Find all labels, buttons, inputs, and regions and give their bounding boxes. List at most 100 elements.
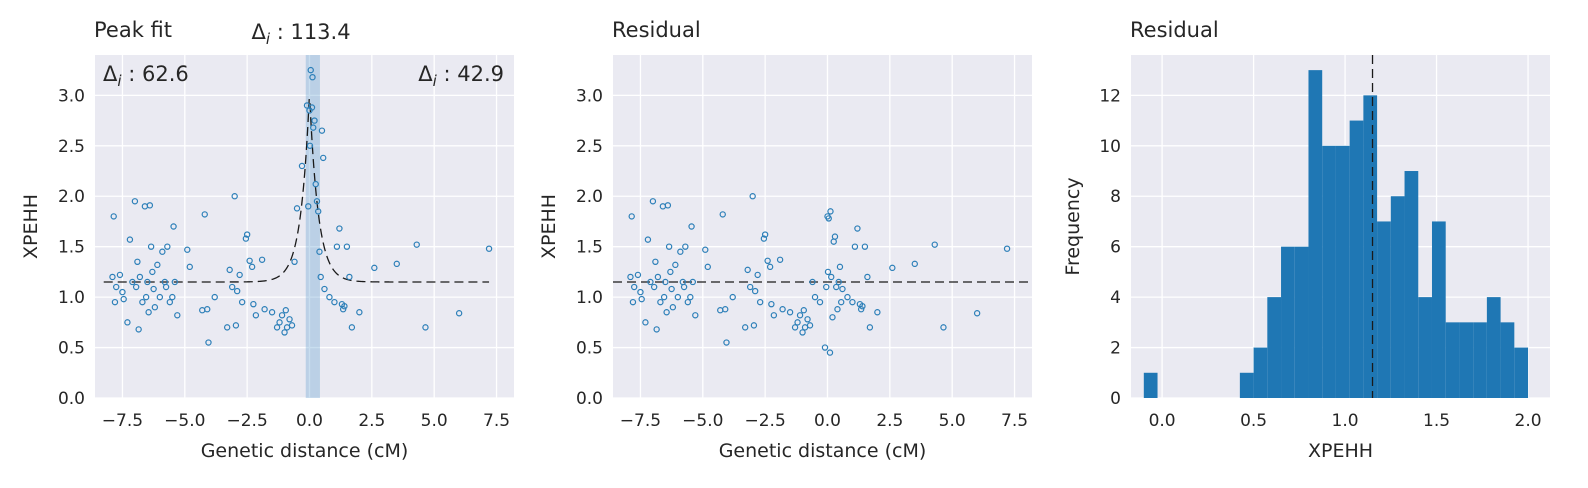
data-point — [630, 283, 638, 291]
y-tick-label: 0.0 — [58, 389, 85, 409]
data-point — [628, 213, 635, 220]
histogram-bar — [1363, 95, 1378, 398]
data-point — [258, 256, 266, 263]
data-point — [677, 248, 684, 255]
data-point — [722, 306, 729, 313]
data-point — [825, 215, 832, 222]
data-point — [243, 231, 251, 238]
data-point — [838, 298, 845, 306]
data-point — [663, 309, 670, 316]
y-axis-label: XPEHH — [20, 194, 42, 259]
x-tick-label: 1.5 — [1423, 411, 1450, 431]
histogram-bar — [1486, 297, 1501, 398]
data-point — [142, 293, 150, 301]
data-point — [854, 225, 861, 232]
data-point — [261, 306, 268, 313]
data-point — [844, 293, 851, 301]
data-point — [306, 142, 314, 149]
data-point — [652, 258, 659, 266]
data-point — [638, 295, 645, 303]
data-point — [233, 287, 241, 295]
plot-area — [95, 55, 514, 398]
y-tick-label: 0.0 — [576, 389, 603, 409]
data-point — [931, 241, 938, 248]
x-tick-label: −7.5 — [102, 411, 143, 431]
data-point — [804, 316, 811, 323]
data-point — [836, 263, 844, 271]
data-point — [826, 349, 834, 356]
x-tick-label: 2.0 — [1515, 411, 1542, 431]
data-point — [654, 273, 662, 281]
y-tick-label: 2.5 — [576, 137, 603, 157]
data-point — [629, 298, 637, 306]
panel-1: −7.5 −5.0 −2.5 0.0 2.5 5.0 7.5 0.0 0.5 1.0 1.5 2.0 2… — [20, 18, 514, 462]
data-point — [684, 298, 692, 306]
histogram-bar — [1239, 372, 1254, 398]
delta-symbol: Δ — [103, 62, 118, 86]
delta-value: : 62.6 — [122, 62, 189, 86]
data-point — [637, 288, 644, 296]
data-point — [756, 298, 764, 306]
data-point — [831, 233, 839, 240]
delta-value: : 42.9 — [437, 62, 504, 86]
data-point — [413, 241, 420, 248]
histogram-bar — [1445, 322, 1460, 398]
data-point — [139, 298, 146, 306]
data-point — [719, 211, 726, 218]
histogram-bar — [1322, 145, 1336, 398]
data-point — [861, 243, 869, 250]
y-tick-label: 1.5 — [576, 238, 603, 258]
data-point — [311, 117, 318, 124]
data-point — [835, 278, 842, 286]
data-point — [211, 293, 218, 301]
data-point — [702, 246, 709, 253]
data-point — [741, 324, 749, 331]
data-point — [248, 263, 256, 271]
data-point — [228, 283, 236, 291]
data-point — [159, 248, 166, 255]
data-point — [779, 306, 786, 313]
data-point — [669, 304, 677, 311]
data-point — [111, 298, 119, 306]
data-point — [760, 235, 768, 242]
histogram-bar — [1377, 221, 1391, 398]
data-point — [799, 329, 806, 336]
data-point — [223, 324, 231, 331]
data-point — [147, 243, 155, 250]
data-point — [821, 344, 829, 351]
y-tick-label: 4 — [1110, 288, 1121, 308]
data-point — [236, 271, 243, 279]
data-point — [1003, 245, 1011, 252]
data-point — [116, 271, 124, 279]
data-point — [170, 223, 177, 230]
data-point — [682, 243, 689, 250]
data-point — [800, 307, 807, 314]
data-point — [343, 243, 351, 250]
data-point — [346, 273, 353, 281]
data-point — [318, 127, 326, 134]
data-point — [647, 278, 654, 286]
data-point — [874, 309, 881, 316]
data-point — [657, 298, 664, 306]
data-point — [315, 208, 322, 215]
data-point — [650, 283, 658, 291]
data-point — [668, 285, 675, 293]
data-point — [665, 243, 673, 250]
y-axis-label: XPEHH — [538, 194, 560, 259]
data-point — [281, 329, 288, 336]
data-point — [129, 278, 136, 286]
data-point — [664, 202, 672, 209]
data-point — [149, 268, 156, 276]
x-tick-label: −5.0 — [682, 411, 723, 431]
data-point — [293, 205, 301, 212]
data-point — [204, 306, 211, 313]
data-point — [226, 266, 233, 274]
data-point — [242, 235, 250, 242]
data-point — [662, 278, 669, 286]
data-point — [331, 298, 338, 306]
plot-area — [613, 55, 1032, 398]
y-tick-label: 2.5 — [58, 137, 85, 157]
delta-annotation: Δi : 42.9 — [418, 62, 504, 90]
data-point — [276, 319, 283, 326]
